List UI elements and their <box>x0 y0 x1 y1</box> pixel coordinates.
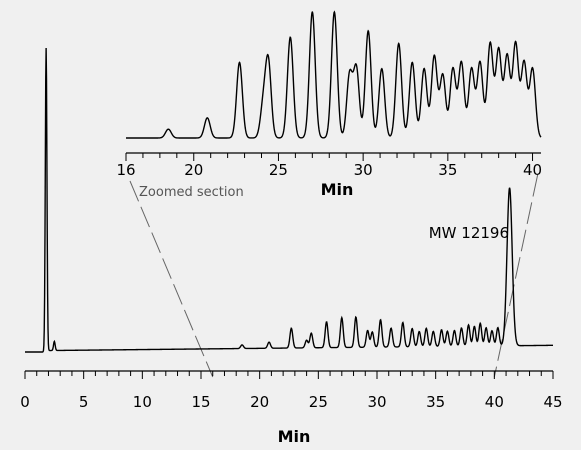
main-tick-label: 10 <box>133 393 152 411</box>
main-x-axis-title: Min <box>278 427 311 446</box>
zoom-guide-lines <box>129 174 539 378</box>
inset-series-line <box>126 10 542 139</box>
main-series-line <box>25 47 554 353</box>
inset-tick-label: 25 <box>269 161 288 179</box>
zoomed-inset: 16 20 25 30 35 40 <box>116 10 542 179</box>
inset-tick-label: 40 <box>523 161 542 179</box>
peak-annotation-mw: MW 12196 <box>429 224 509 242</box>
main-tick-label: 25 <box>309 393 328 411</box>
inset-tick-label: 30 <box>354 161 373 179</box>
inset-x-axis-title: Min <box>321 180 354 199</box>
main-tick-label: 30 <box>367 393 386 411</box>
main-tick-label: 15 <box>191 393 210 411</box>
inset-tick-label: 20 <box>184 161 203 179</box>
main-tick-label: 5 <box>79 393 89 411</box>
main-tick-label: 20 <box>250 393 269 411</box>
main-tick-label: 45 <box>543 393 562 411</box>
inset-tick-label: 16 <box>116 161 135 179</box>
main-tick-label: 35 <box>426 393 445 411</box>
zoom-guide-right <box>493 174 539 378</box>
main-tick-label: 0 <box>20 393 30 411</box>
main-tick-label: 40 <box>485 393 504 411</box>
zoom-guide-left <box>129 180 214 378</box>
main-chromatogram: 0 5 10 15 20 25 30 35 40 45 <box>20 47 563 411</box>
zoomed-section-label: Zoomed section <box>139 185 244 200</box>
inset-tick-label: 35 <box>438 161 457 179</box>
